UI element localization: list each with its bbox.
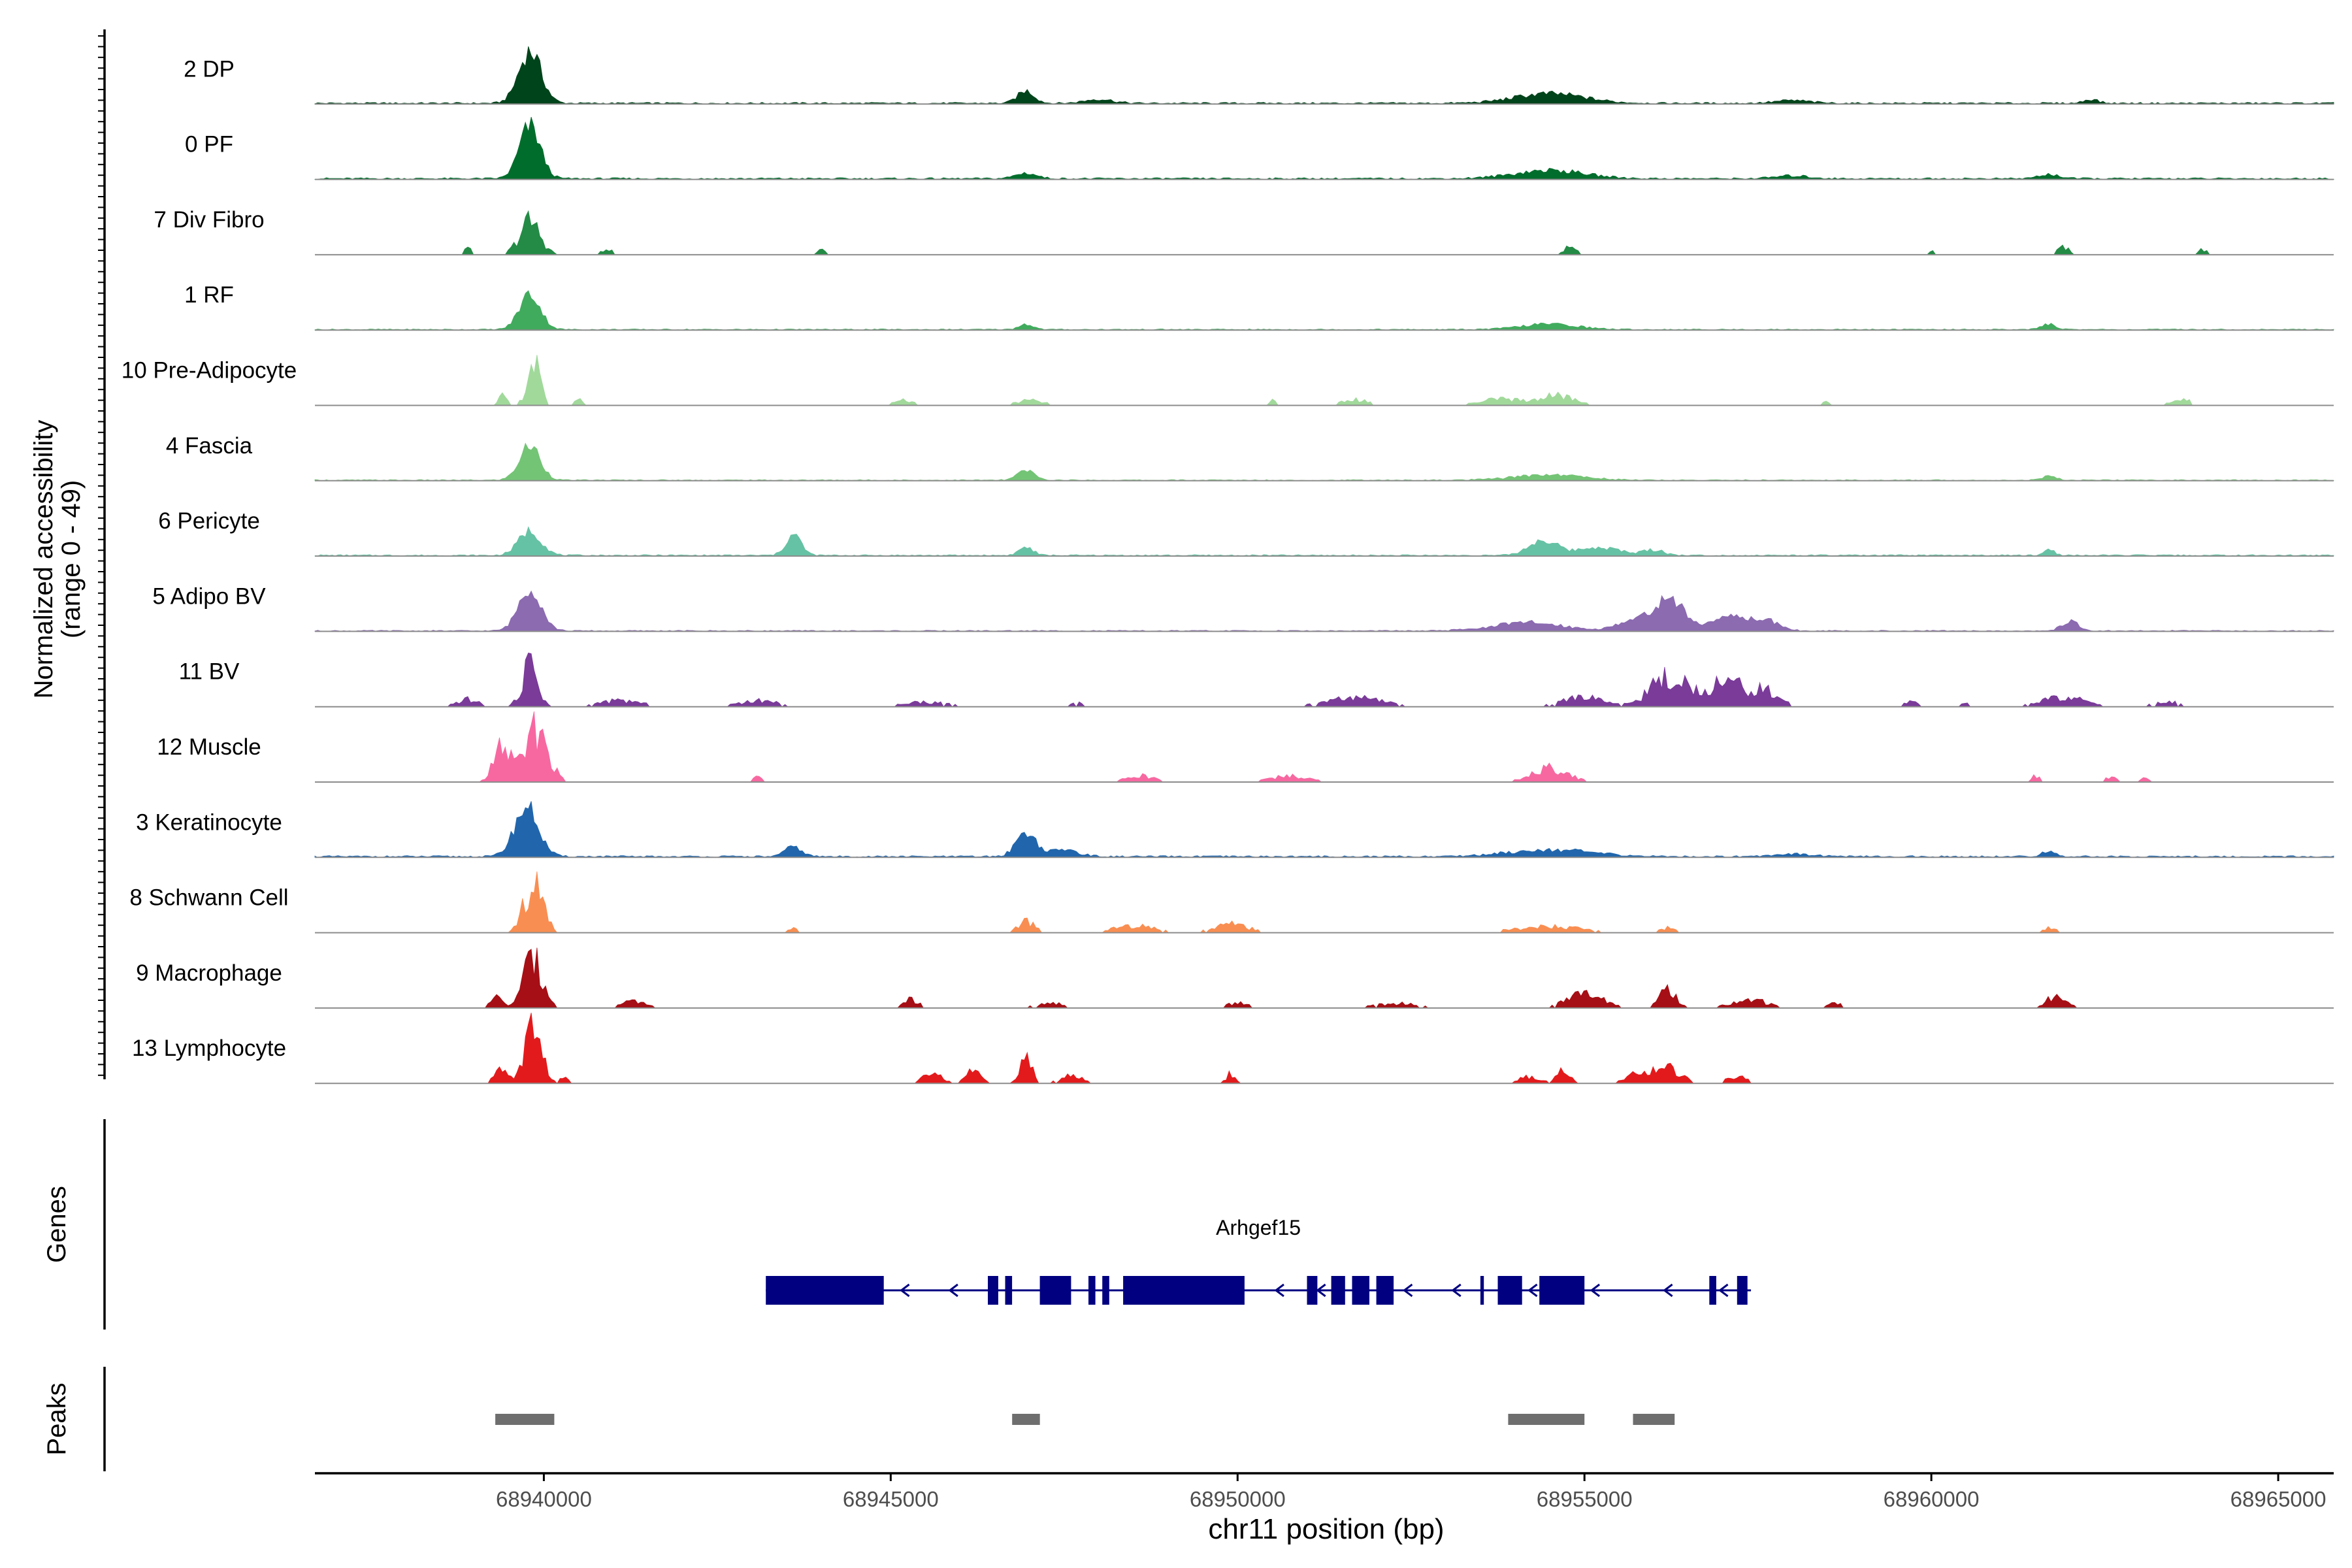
coverage-track: 13 Lymphocyte <box>132 1013 2334 1085</box>
gene-exon <box>1497 1276 1522 1305</box>
coverage-area <box>315 871 2334 934</box>
coverage-track: 3 Keratinocyte <box>136 801 2334 858</box>
coverage-area <box>314 526 2334 557</box>
strand-arrow <box>1402 1283 1413 1298</box>
track-label: 0 PF <box>185 132 233 157</box>
y-axis-ticks <box>98 35 105 1076</box>
coverage-track: 7 Div Fibro <box>154 207 2334 255</box>
track-label: 9 Macrophage <box>136 960 282 986</box>
peaks-panel <box>495 1414 1675 1425</box>
x-tick-label: 68960000 <box>1884 1487 1980 1511</box>
track-label: 7 Div Fibro <box>154 207 264 233</box>
coverage-area <box>315 355 2334 406</box>
gene-exon <box>1102 1276 1109 1305</box>
gene-exon <box>1005 1276 1013 1305</box>
track-label: 11 BV <box>179 659 240 685</box>
coverage-track: 0 PF <box>185 116 2334 180</box>
track-label: 12 Muscle <box>157 734 261 760</box>
coverage-area <box>315 947 2334 1009</box>
gene-exon <box>1480 1276 1484 1305</box>
gene-exon <box>1088 1276 1096 1305</box>
coverage-area <box>314 116 2334 180</box>
coverage-track: 9 Macrophage <box>136 947 2334 1009</box>
track-label: 10 Pre-Adipocyte <box>122 358 297 384</box>
genes-panel: Arhgef15 <box>766 1216 1752 1305</box>
gene-exon <box>1352 1276 1369 1305</box>
coverage-area <box>314 46 2334 105</box>
strand-arrow <box>1451 1283 1462 1298</box>
peak-region <box>1012 1414 1040 1425</box>
track-label: 3 Keratinocyte <box>136 809 282 835</box>
coverage-area <box>314 442 2334 482</box>
gene-exon <box>1737 1276 1748 1305</box>
x-tick-label: 68945000 <box>843 1487 939 1511</box>
gene-exon <box>1331 1276 1345 1305</box>
track-label: 13 Lymphocyte <box>132 1036 286 1061</box>
peaks-panel-label: Peaks <box>42 1382 71 1455</box>
coverage-area <box>315 210 2334 255</box>
strand-arrow <box>1663 1283 1673 1298</box>
coverage-track: 6 Pericyte <box>158 508 2334 557</box>
coverage-area <box>314 801 2334 858</box>
coverage-track: 12 Muscle <box>157 711 2334 783</box>
coverage-area <box>315 652 2334 708</box>
coverage-track: 11 BV <box>179 652 2334 708</box>
strand-arrow <box>1274 1283 1284 1298</box>
strand-arrow <box>900 1283 910 1298</box>
peak-region <box>495 1414 555 1425</box>
x-tick-label: 68965000 <box>2230 1487 2327 1511</box>
coverage-track: 10 Pre-Adipocyte <box>122 355 2334 406</box>
x-tick-label: 68950000 <box>1190 1487 1286 1511</box>
coverage-track: 5 Adipo BV <box>152 583 2334 632</box>
track-label: 1 RF <box>184 282 234 308</box>
coverage-area <box>314 590 2334 632</box>
strand-arrow <box>1527 1283 1538 1298</box>
strand-arrow <box>1590 1283 1601 1298</box>
genes-panel-label: Genes <box>42 1186 71 1263</box>
strand-arrow <box>1316 1283 1326 1298</box>
coverage-tracks: 2 DP 0 PF 7 Div Fibro 1 RF 10 Pre-Adipocyte 4… <box>122 46 2334 1085</box>
gene-exon <box>766 1276 884 1305</box>
track-label: 6 Pericyte <box>158 508 260 534</box>
strand-arrow <box>1718 1283 1729 1298</box>
y-axis-label-range: (range 0 - 49) <box>57 480 86 638</box>
coverage-track: 8 Schwann Cell <box>129 871 2334 934</box>
gene-exon <box>1709 1276 1716 1305</box>
peak-region <box>1633 1414 1675 1425</box>
gene-exon <box>988 1276 998 1305</box>
coverage-area <box>314 290 2334 331</box>
gene-exon <box>1039 1276 1071 1305</box>
track-label: 2 DP <box>184 56 235 82</box>
y-axis-label: Normalized accessibility <box>29 420 58 699</box>
track-label: 4 Fascia <box>166 433 253 459</box>
coverage-track: 4 Fascia <box>166 433 2334 482</box>
gene-exon <box>1376 1276 1394 1305</box>
gene-exon <box>1123 1276 1245 1305</box>
x-tick-label: 68940000 <box>496 1487 592 1511</box>
gene-exon <box>1307 1276 1318 1305</box>
coverage-track: 2 DP <box>184 46 2334 105</box>
x-axis: 68940000 68945000 68950000 68955000 68960000… <box>315 1472 2334 1511</box>
coverage-area <box>315 711 2334 783</box>
coverage-area <box>315 1013 2334 1084</box>
gene-exon <box>1539 1276 1585 1305</box>
strand-arrow <box>948 1283 958 1298</box>
track-label: 5 Adipo BV <box>152 583 266 609</box>
x-tick-label: 68955000 <box>1537 1487 1633 1511</box>
coverage-track: 1 RF <box>184 282 2334 331</box>
x-axis-label: chr11 position (bp) <box>1208 1513 1444 1545</box>
gene-name-label: Arhgef15 <box>1216 1216 1301 1239</box>
gene-model: Arhgef15 <box>766 1216 1752 1305</box>
track-label: 8 Schwann Cell <box>129 885 288 911</box>
peak-region <box>1508 1414 1585 1425</box>
